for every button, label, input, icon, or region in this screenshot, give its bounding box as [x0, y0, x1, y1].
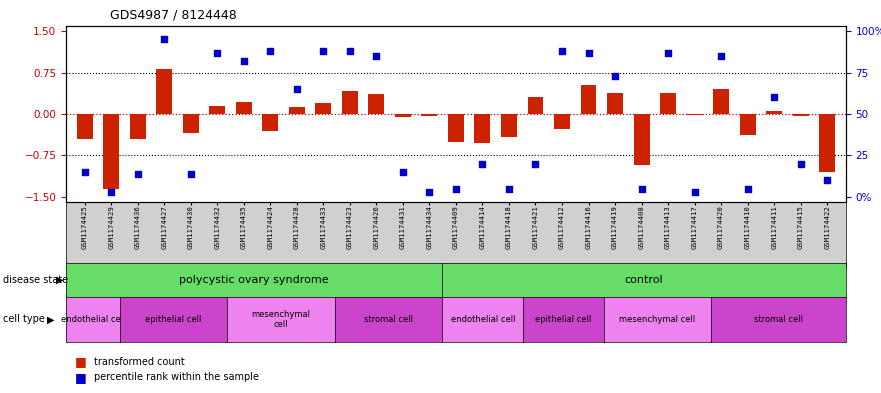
- Bar: [289, 107, 305, 114]
- Bar: [475, 114, 491, 143]
- Point: [714, 53, 729, 59]
- Bar: [660, 93, 676, 114]
- Bar: [793, 114, 809, 116]
- Text: ▶: ▶: [47, 314, 55, 324]
- Point: [502, 185, 516, 192]
- Text: percentile rank within the sample: percentile rank within the sample: [94, 372, 259, 382]
- Text: polycystic ovary syndrome: polycystic ovary syndrome: [180, 275, 329, 285]
- Bar: [263, 114, 278, 130]
- Bar: [501, 114, 517, 137]
- Point: [130, 171, 144, 177]
- Point: [78, 169, 92, 175]
- Text: ■: ■: [75, 355, 86, 368]
- Point: [183, 171, 197, 177]
- Point: [555, 48, 569, 54]
- Bar: [554, 114, 570, 129]
- Bar: [740, 114, 756, 135]
- Point: [687, 189, 701, 195]
- Text: control: control: [625, 275, 663, 285]
- Point: [741, 185, 755, 192]
- Bar: [368, 94, 384, 114]
- Bar: [77, 114, 93, 139]
- Point: [608, 73, 622, 79]
- Point: [529, 161, 543, 167]
- Bar: [156, 69, 172, 114]
- Point: [422, 189, 436, 195]
- Bar: [421, 114, 437, 116]
- Point: [343, 48, 357, 54]
- Text: ▶: ▶: [56, 275, 63, 285]
- Point: [581, 50, 596, 56]
- Text: stromal cell: stromal cell: [364, 315, 413, 324]
- Text: epithelial cell: epithelial cell: [145, 315, 202, 324]
- Point: [661, 50, 675, 56]
- Text: ■: ■: [75, 371, 86, 384]
- Point: [820, 177, 834, 184]
- Text: cell type: cell type: [3, 314, 45, 324]
- Bar: [182, 114, 199, 133]
- Text: mesenchymal
cell: mesenchymal cell: [252, 310, 311, 329]
- Bar: [130, 114, 145, 139]
- Bar: [581, 85, 596, 114]
- Point: [767, 94, 781, 101]
- Point: [316, 48, 330, 54]
- Bar: [315, 103, 331, 114]
- Text: endothelial cell: endothelial cell: [450, 315, 515, 324]
- Text: disease state: disease state: [3, 275, 68, 285]
- Bar: [236, 102, 252, 114]
- Point: [211, 50, 225, 56]
- Bar: [103, 114, 119, 189]
- Point: [157, 36, 171, 42]
- Text: endothelial cell: endothelial cell: [61, 315, 125, 324]
- Bar: [342, 91, 358, 114]
- Text: transformed count: transformed count: [94, 356, 185, 367]
- Point: [396, 169, 410, 175]
- Point: [476, 161, 490, 167]
- Bar: [210, 106, 226, 114]
- Point: [104, 189, 118, 195]
- Bar: [528, 97, 544, 114]
- Bar: [607, 93, 623, 114]
- Text: stromal cell: stromal cell: [754, 315, 803, 324]
- Point: [263, 48, 278, 54]
- Bar: [395, 114, 411, 117]
- Bar: [686, 114, 702, 115]
- Point: [794, 161, 808, 167]
- Bar: [766, 111, 782, 114]
- Point: [369, 53, 383, 59]
- Point: [448, 185, 463, 192]
- Text: epithelial cell: epithelial cell: [536, 315, 592, 324]
- Point: [290, 86, 304, 92]
- Bar: [633, 114, 649, 165]
- Text: mesenchymal cell: mesenchymal cell: [619, 315, 696, 324]
- Text: GDS4987 / 8124448: GDS4987 / 8124448: [110, 9, 237, 22]
- Bar: [448, 114, 464, 141]
- Point: [237, 58, 251, 64]
- Point: [634, 185, 648, 192]
- Bar: [819, 114, 835, 172]
- Bar: [713, 89, 729, 114]
